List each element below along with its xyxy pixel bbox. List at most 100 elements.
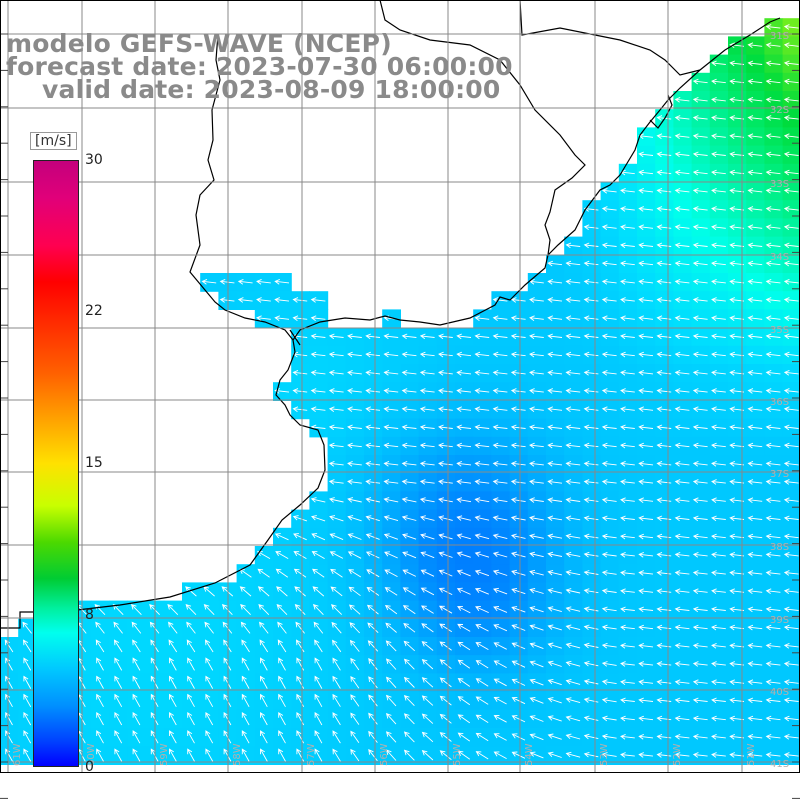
wind-arrow [368,658,378,671]
wind-arrow [311,551,325,559]
wind-arrow [511,660,526,668]
longitude-label: 55W [452,743,463,766]
wind-arrow [783,224,799,230]
wind-arrow [747,206,763,212]
wind-arrow [493,733,507,741]
wind-arrow [547,733,562,740]
wind-arrow [674,388,690,394]
wind-arrow [711,733,726,740]
wind-arrow [259,621,269,634]
wind-arrow [529,351,544,358]
wind-arrow [132,693,141,708]
wind-arrow [23,675,32,689]
wind-arrow [656,333,672,340]
wind-arrow [347,369,362,376]
wind-arrow [275,568,289,578]
longitude-label: 58W [232,743,243,766]
title-valid-date: valid date: 2023-08-09 18:00:00 [42,75,501,104]
wind-arrow [312,568,325,578]
wind-arrow [711,297,726,303]
wind-arrow [368,694,378,707]
wind-arrow [765,369,781,376]
wind-arrow [438,388,453,394]
wind-arrow [457,641,471,651]
wind-arrow [511,715,526,723]
wind-arrow [692,460,708,467]
wind-arrow [420,569,435,577]
wind-arrow [711,624,726,631]
wind-arrow [547,697,562,704]
wind-arrow [601,588,617,594]
wind-arrow [674,369,690,376]
wind-arrow [529,551,544,558]
wind-arrow [529,479,544,485]
wind-arrow [638,424,654,431]
wind-arrow [565,406,581,412]
wind-arrow [492,297,508,303]
wind-arrow [601,369,617,376]
wind-arrow [205,711,214,726]
wind-arrow [474,333,490,340]
wind-arrow [328,351,344,358]
wind-arrow [783,642,799,649]
wind-arrow [638,315,654,321]
wind-arrow [747,533,763,540]
wind-arrow [457,605,471,614]
wind-arrow [692,642,708,649]
wind-arrow [114,675,123,689]
wind-arrow [385,622,397,633]
wind-arrow [711,606,726,613]
wind-arrow [783,169,799,176]
wind-arrow [511,587,526,595]
wind-arrow [456,551,471,558]
wind-arrow [187,693,195,708]
wind-arrow [385,731,397,743]
wind-arrow [565,460,581,467]
wind-arrow [656,151,672,158]
wind-arrow [132,657,141,671]
wind-arrow [547,369,563,376]
wind-arrow [347,551,362,559]
wind-arrow [692,78,708,85]
wind-arrow [419,442,435,449]
wind-arrow [783,278,799,285]
wind-arrow [260,711,268,726]
wind-arrow [205,730,214,744]
wind-arrow [674,115,690,121]
wind-arrow [638,661,654,667]
wind-arrow [711,752,726,758]
wind-arrow [257,586,270,597]
wind-arrow [475,696,489,705]
wind-arrow [347,388,362,394]
wind-arrow [95,621,105,634]
wind-arrow [186,621,196,634]
wind-arrow [565,497,581,503]
wind-arrow [368,730,378,743]
wind-arrow [474,533,490,540]
wind-arrow [765,351,781,358]
wind-arrow [366,569,380,578]
wind-arrow [674,624,690,631]
wind-arrow [456,460,472,467]
wind-arrow [783,624,799,631]
wind-arrow [638,206,654,212]
wind-arrow [438,460,453,467]
wind-arrow [438,351,453,358]
wind-arrow [95,639,105,653]
wind-arrow [747,406,763,412]
wind-arrow [384,604,398,615]
wind-arrow [783,733,799,740]
wind-arrow [656,697,672,704]
wind-arrow [638,187,654,194]
wind-arrow [529,497,544,503]
wind-arrow [201,278,217,285]
wind-arrow [656,260,672,267]
wind-arrow [510,533,526,540]
wind-arrows [4,24,799,762]
wind-arrow [583,660,599,667]
wind-arrow [692,96,708,103]
wind-arrow [747,369,763,376]
wind-arrow [385,658,397,670]
wind-arrow [674,551,690,558]
wind-arrow [765,96,781,103]
